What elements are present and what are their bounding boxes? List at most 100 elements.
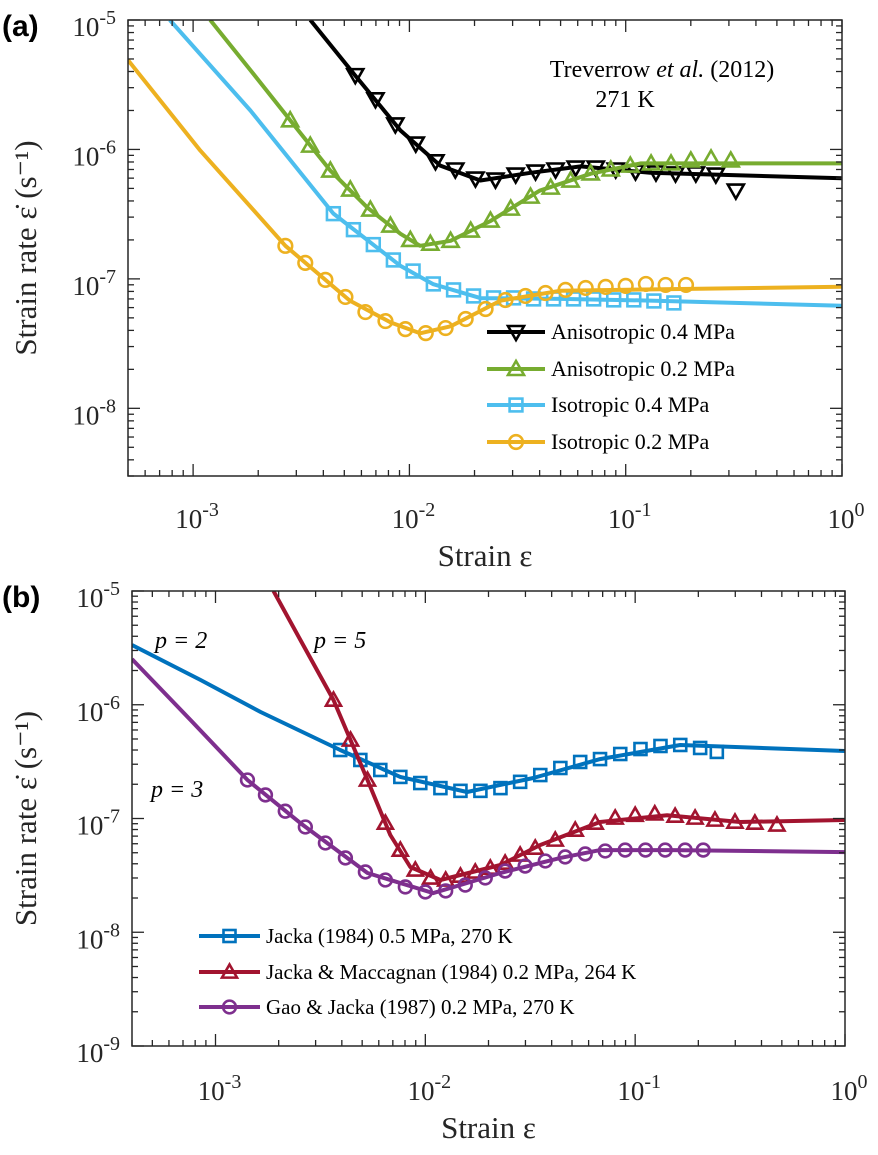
- data-marker: [320, 159, 341, 178]
- tick-base: 10: [828, 504, 855, 534]
- model-line: [128, 58, 842, 336]
- data-marker: [705, 167, 727, 186]
- data-marker: [633, 741, 648, 757]
- annotation-p3: p = 3: [149, 777, 203, 803]
- tick-base: 10: [72, 12, 99, 42]
- legend: Anisotropic 0.4 MPa Anisotropic 0.2 MPa Is…: [487, 319, 735, 454]
- data-marker: [365, 236, 382, 253]
- tick-exponent: 0: [855, 499, 865, 521]
- legend-label: Jacka & Maccagnan (1984) 0.2 MPa, 264 K: [266, 960, 636, 984]
- tick-exponent: -6: [103, 692, 120, 714]
- data-marker: [317, 271, 334, 289]
- data-marker: [605, 292, 622, 308]
- legend-marker: [222, 928, 237, 944]
- legend-item: Isotropic 0.4 MPa: [487, 392, 710, 417]
- data-marker: [297, 819, 314, 835]
- source-annotation: Treverrow et al. (2012): [550, 57, 774, 83]
- tick-base: 10: [198, 1076, 225, 1106]
- legend: Jacka (1984) 0.5 MPa, 270 K Jacka & Macca…: [199, 924, 636, 1019]
- tick-base: 10: [76, 583, 103, 613]
- data-marker: [457, 310, 474, 328]
- data-marker: [637, 275, 655, 293]
- legend-label: Anisotropic 0.2 MPa: [551, 356, 735, 381]
- legend-item: Anisotropic 0.2 MPa: [487, 356, 735, 381]
- data-marker: [660, 152, 682, 171]
- data-marker: [325, 205, 342, 222]
- panel-label-b: (b): [2, 581, 40, 614]
- data-marker: [405, 136, 427, 155]
- legend-marker: [508, 397, 524, 413]
- data-marker: [405, 263, 421, 279]
- data-marker: [580, 162, 601, 181]
- data-marker: [646, 293, 662, 309]
- legend-label: Gao & Jacka (1987) 0.2 MPa, 270 K: [266, 995, 575, 1019]
- y-tick-label: 10-6: [76, 692, 120, 727]
- tick-exponent: -9: [103, 1033, 120, 1055]
- data-marker: [512, 774, 528, 790]
- tick-exponent: -2: [419, 499, 436, 521]
- legend-marker: [221, 999, 238, 1015]
- data-marker: [637, 842, 654, 858]
- data-marker: [625, 805, 645, 823]
- series-1: [208, 20, 842, 251]
- data-marker: [525, 837, 545, 855]
- annotation-author: Treverrow: [550, 57, 656, 83]
- temperature-annotation: 271 K: [595, 87, 655, 113]
- data-marker: [497, 291, 514, 309]
- annotation-p5: p = 5: [312, 628, 366, 654]
- data-marker: [767, 814, 787, 832]
- data-marker: [745, 812, 765, 830]
- x-tick-label: 10-1: [608, 499, 652, 534]
- y-tick-label: 10-7: [76, 806, 120, 841]
- data-marker: [337, 288, 354, 306]
- data-marker: [626, 292, 642, 308]
- tick-base: 10: [175, 504, 202, 534]
- data-marker: [457, 877, 473, 893]
- data-marker: [445, 162, 466, 181]
- legend-label: Isotropic 0.4 MPa: [551, 392, 710, 417]
- data-marker: [412, 775, 428, 791]
- tick-exponent: -7: [103, 806, 120, 828]
- data-marker: [417, 884, 434, 900]
- data-marker: [565, 291, 582, 307]
- series-3: [128, 58, 842, 342]
- data-marker: [565, 819, 585, 837]
- data-marker: [473, 783, 488, 799]
- model-line: [132, 657, 845, 896]
- series-2: [168, 20, 842, 311]
- data-marker: [497, 863, 513, 879]
- data-marker: [665, 166, 686, 185]
- tick-base: 10: [72, 271, 99, 301]
- y-tick-label: 10-6: [72, 136, 116, 171]
- data-marker: [365, 91, 386, 110]
- data-marker: [385, 117, 406, 136]
- data-marker: [640, 152, 662, 171]
- x-tick-label: 10-1: [617, 1071, 661, 1106]
- series-0: [132, 643, 845, 799]
- data-marker: [612, 746, 628, 762]
- data-marker: [600, 158, 622, 177]
- panel-a: (a) Treverrow et al. (2012) 271 K 10-3 10…: [2, 7, 865, 573]
- legend-marker: [505, 358, 527, 377]
- panel-label-a: (a): [2, 10, 39, 43]
- data-marker: [477, 300, 494, 318]
- tick-base: 10: [76, 697, 103, 727]
- tick-exponent: -1: [635, 499, 652, 521]
- tick-base: 10: [617, 1076, 644, 1106]
- tick-base: 10: [72, 141, 99, 171]
- x-tick-label: 10-2: [407, 1071, 451, 1106]
- tick-base: 10: [76, 1038, 103, 1068]
- legend-item: Jacka & Maccagnan (1984) 0.2 MPa, 264 K: [199, 960, 636, 984]
- data-marker: [377, 872, 394, 888]
- data-marker: [337, 850, 354, 866]
- annotation-etal: et al.: [656, 57, 704, 83]
- tick-exponent: -8: [103, 919, 120, 941]
- data-marker: [645, 803, 665, 821]
- data-marker: [385, 252, 402, 268]
- x-axis-label: Strain ε: [441, 1110, 536, 1145]
- model-line: [308, 20, 842, 183]
- data-marker: [585, 812, 605, 830]
- tick-exponent: -2: [434, 1071, 451, 1093]
- panel-b: (b) p = 2 p = 5 p = 3 10-3 10-2 10-1 10010-…: [2, 578, 868, 1145]
- data-marker: [297, 254, 314, 271]
